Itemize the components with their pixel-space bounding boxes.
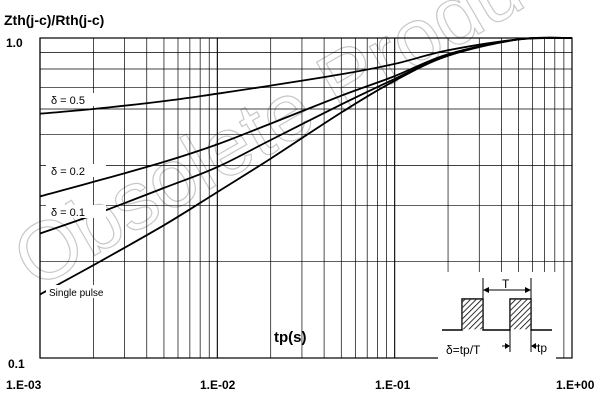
y-tick-label-bottom: 0.1: [8, 357, 25, 371]
x-tick-label-1: 1.E-03: [6, 378, 42, 392]
watermark: Obsolete Product: [0, 0, 593, 306]
pulse-width-label: tp: [537, 341, 547, 355]
series-label-d01: δ = 0.1: [51, 207, 85, 219]
series-line-1: [39, 37, 573, 115]
pulse-waveform: [442, 298, 552, 331]
y-axis-label: Zth(j-c)/Rth(j-c): [4, 12, 104, 28]
pulse-1-hatch: [462, 299, 483, 330]
x-tick-label-3: 1.E-01: [375, 378, 411, 392]
series-label-d02: δ = 0.2: [51, 166, 85, 178]
period-label: T: [502, 277, 510, 291]
pulse-2-hatch: [510, 299, 531, 330]
series-label-single: Single pulse: [49, 288, 104, 299]
x-tick-label-4: 1.E+00: [556, 378, 595, 392]
series-line-4: [39, 36, 573, 296]
x-tick-label-2: 1.E-02: [200, 378, 236, 392]
duty-cycle-label: δ=tp/T: [446, 343, 481, 357]
x-axis-label: tp(s): [274, 329, 307, 346]
plot-frame: [39, 37, 573, 359]
series-layer: [39, 36, 573, 296]
pulse-inset: T tp δ=tp/T: [438, 272, 556, 360]
y-tick-label-top: 1.0: [6, 36, 23, 50]
series-label-d05: δ = 0.5: [51, 95, 85, 107]
